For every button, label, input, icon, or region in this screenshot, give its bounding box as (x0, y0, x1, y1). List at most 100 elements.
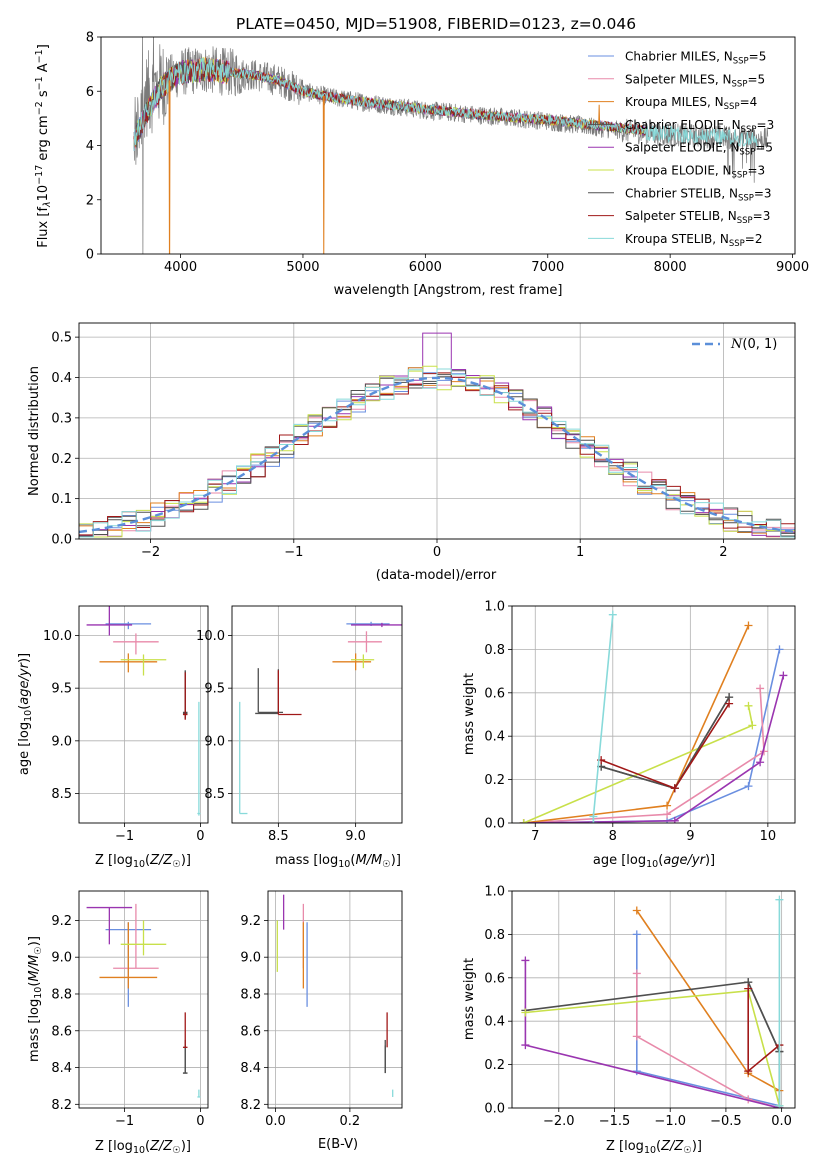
x-tick-label: 0.0 (265, 1114, 286, 1129)
weight-series-marker (670, 784, 679, 793)
mass-vs-metallicity-panel: −1 0 8.2 8.4 8.6 8.8 9.0 9.2 Z [log10(Z/Z☉)] mass… (27, 890, 209, 1156)
y-axis-label: Flux [fλ10−17 erg cm−2 s−1 A−1] (34, 44, 53, 248)
weight-series-marker (744, 984, 753, 993)
x-tick-label: 7000 (531, 260, 564, 275)
y-tick-label: 0.8 (484, 643, 505, 658)
legend-label: Kroupa MILES, NSSP=4 (625, 95, 757, 112)
y-tick-label: 0.2 (484, 1058, 505, 1073)
weight-series-marker (670, 816, 679, 823)
y-tick-label: 9.0 (51, 951, 72, 966)
x-tick-label: 0.0 (771, 1114, 792, 1129)
y-axis-label: mass [log10(M/M☉)] (27, 936, 44, 1062)
model-spectrum-dip (168, 80, 171, 254)
legend-label: Chabrier STELIB, NSSP=3 (625, 186, 772, 203)
y-tick-label: 0.4 (484, 730, 505, 745)
x-tick-label: −1 (115, 1114, 134, 1129)
x-tick-label: 8000 (654, 260, 687, 275)
x-tick-label: 5000 (286, 260, 319, 275)
weight-series-line (600, 703, 730, 790)
y-tick-label: 1.0 (484, 885, 505, 900)
model-spectrum-dip (598, 104, 601, 126)
weight-series-marker (744, 1067, 753, 1076)
y-axis-label: Normed distribution (27, 366, 42, 496)
x-tick-label: 1 (576, 545, 584, 560)
legend-label: Chabrier ELODIE, NSSP=3 (625, 118, 774, 135)
y-tick-label: 9.2 (240, 914, 261, 929)
weight-series-line (525, 989, 781, 1107)
axes-frame (78, 605, 209, 824)
y-tick-label: 0.5 (51, 331, 72, 346)
y-tick-label: 0 (86, 248, 94, 263)
x-tick-label: 7 (531, 829, 539, 844)
weight-series-line (592, 614, 614, 823)
y-tick-label: 9.0 (240, 951, 261, 966)
weight-series-marker (748, 721, 757, 730)
weight-series-line (523, 705, 754, 823)
x-tick-label: 9.0 (345, 829, 366, 844)
weight-series-marker (521, 1041, 530, 1050)
y-tick-label: 8.2 (51, 1098, 72, 1113)
model-spectrum-dip (322, 95, 325, 254)
weight-series-marker (589, 812, 598, 821)
weight-series-marker (632, 906, 641, 915)
y-tick-label: 9.5 (51, 682, 72, 697)
legend-label: Salpeter MILES, NSSP=5 (625, 72, 765, 89)
y-tick-label: 6 (86, 85, 94, 100)
y-tick-label: 0.0 (484, 817, 505, 832)
weight-vs-age-panel: 7 8 9 10 0.0 0.2 0.4 0.6 0.8 1.0 age [log10(age/yr… (462, 600, 796, 870)
y-tick-label: 0.6 (484, 971, 505, 986)
weight-series-line (747, 981, 781, 1052)
y-tick-label: 9.0 (51, 734, 72, 749)
weight-series-marker (521, 956, 530, 965)
y-tick-label: 8.5 (51, 787, 72, 802)
x-tick-label: −1 (284, 545, 303, 560)
y-tick-label: 8.8 (240, 987, 261, 1002)
y-tick-label: 0.0 (484, 1102, 505, 1117)
mass-vs-extinction-panel: 0.0 0.2 8.2 8.4 8.6 8.8 9.0 9.2 E(B-V) (240, 890, 403, 1152)
y-tick-label: 0.2 (484, 773, 505, 788)
x-tick-label: −1.5 (599, 1114, 631, 1129)
y-tick-label: 9.5 (204, 682, 225, 697)
y-tick-label: 10.0 (196, 629, 225, 644)
weight-series-marker (744, 701, 753, 710)
axes-frame (78, 890, 209, 1109)
y-tick-label: 0.2 (51, 452, 72, 467)
x-axis-label: Z [log10(Z/Z☉)] (606, 1139, 702, 1156)
x-tick-label: 0 (433, 545, 441, 560)
x-tick-label: 10 (760, 829, 777, 844)
y-tick-label: 0.3 (51, 411, 72, 426)
axes-frame (78, 322, 796, 540)
x-tick-label: 0 (196, 829, 204, 844)
spectrum-panel: 4000 5000 6000 7000 8000 9000 0 2 4 6 8 wavelength … (34, 31, 809, 299)
x-axis-label: Z [log10(Z/Z☉)] (95, 1139, 191, 1156)
y-tick-label: 8.4 (51, 1061, 72, 1076)
weight-series-marker (744, 782, 753, 791)
y-tick-label: 10.0 (43, 629, 72, 644)
x-tick-label: −0.5 (710, 1114, 742, 1129)
weight-series-marker (632, 1067, 641, 1076)
weight-series-marker (725, 699, 734, 708)
y-tick-label: 9.2 (51, 914, 72, 929)
weight-series-line (523, 688, 765, 823)
x-tick-label: 4000 (164, 260, 197, 275)
weight-series-marker (632, 1032, 641, 1041)
weight-series-line (636, 934, 780, 1107)
weight-series-marker (744, 621, 753, 630)
plot-area (276, 894, 394, 1097)
weight-series-marker (775, 1101, 784, 1108)
x-tick-label: −2 (141, 545, 160, 560)
y-tick-label: 8.4 (240, 1061, 261, 1076)
weight-series-marker (775, 645, 784, 654)
plot-area (86, 903, 201, 1098)
weight-series-marker (521, 1008, 530, 1017)
model-spectrum (133, 57, 759, 152)
x-tick-label: −1.0 (654, 1114, 686, 1129)
x-axis-label: E(B-V) (318, 1137, 358, 1152)
y-tick-label: 0.6 (484, 686, 505, 701)
y-tick-label: 4 (86, 139, 94, 154)
axes-frame (511, 605, 796, 824)
y-tick-label: 8.6 (240, 1024, 261, 1039)
axes-frame (231, 605, 403, 824)
model-spectrum (133, 60, 646, 148)
